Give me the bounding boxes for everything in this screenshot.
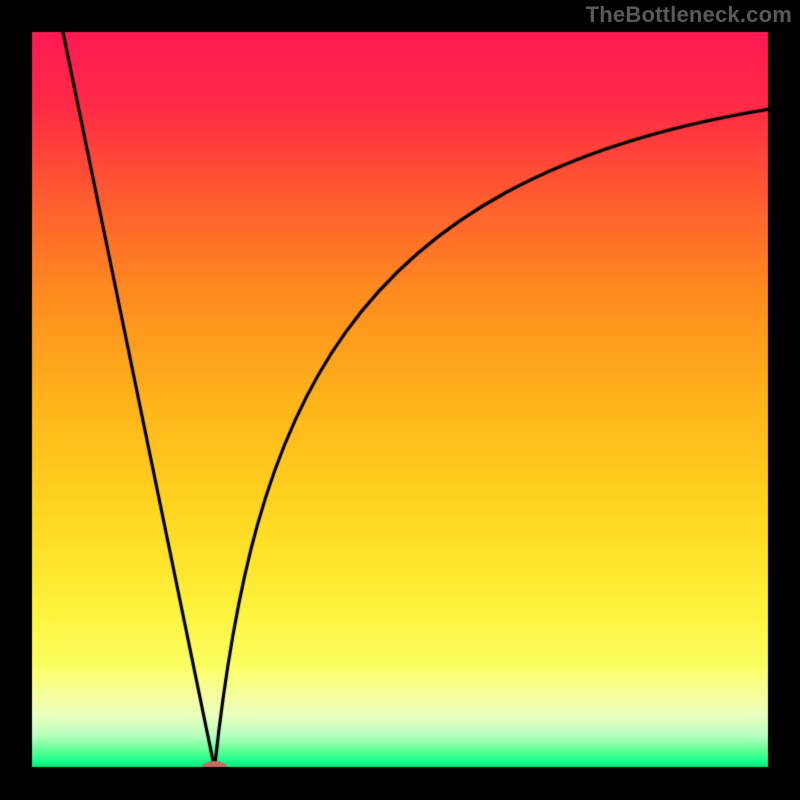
watermark-text: TheBottleneck.com <box>586 2 792 28</box>
bottleneck-chart-canvas <box>0 0 800 800</box>
